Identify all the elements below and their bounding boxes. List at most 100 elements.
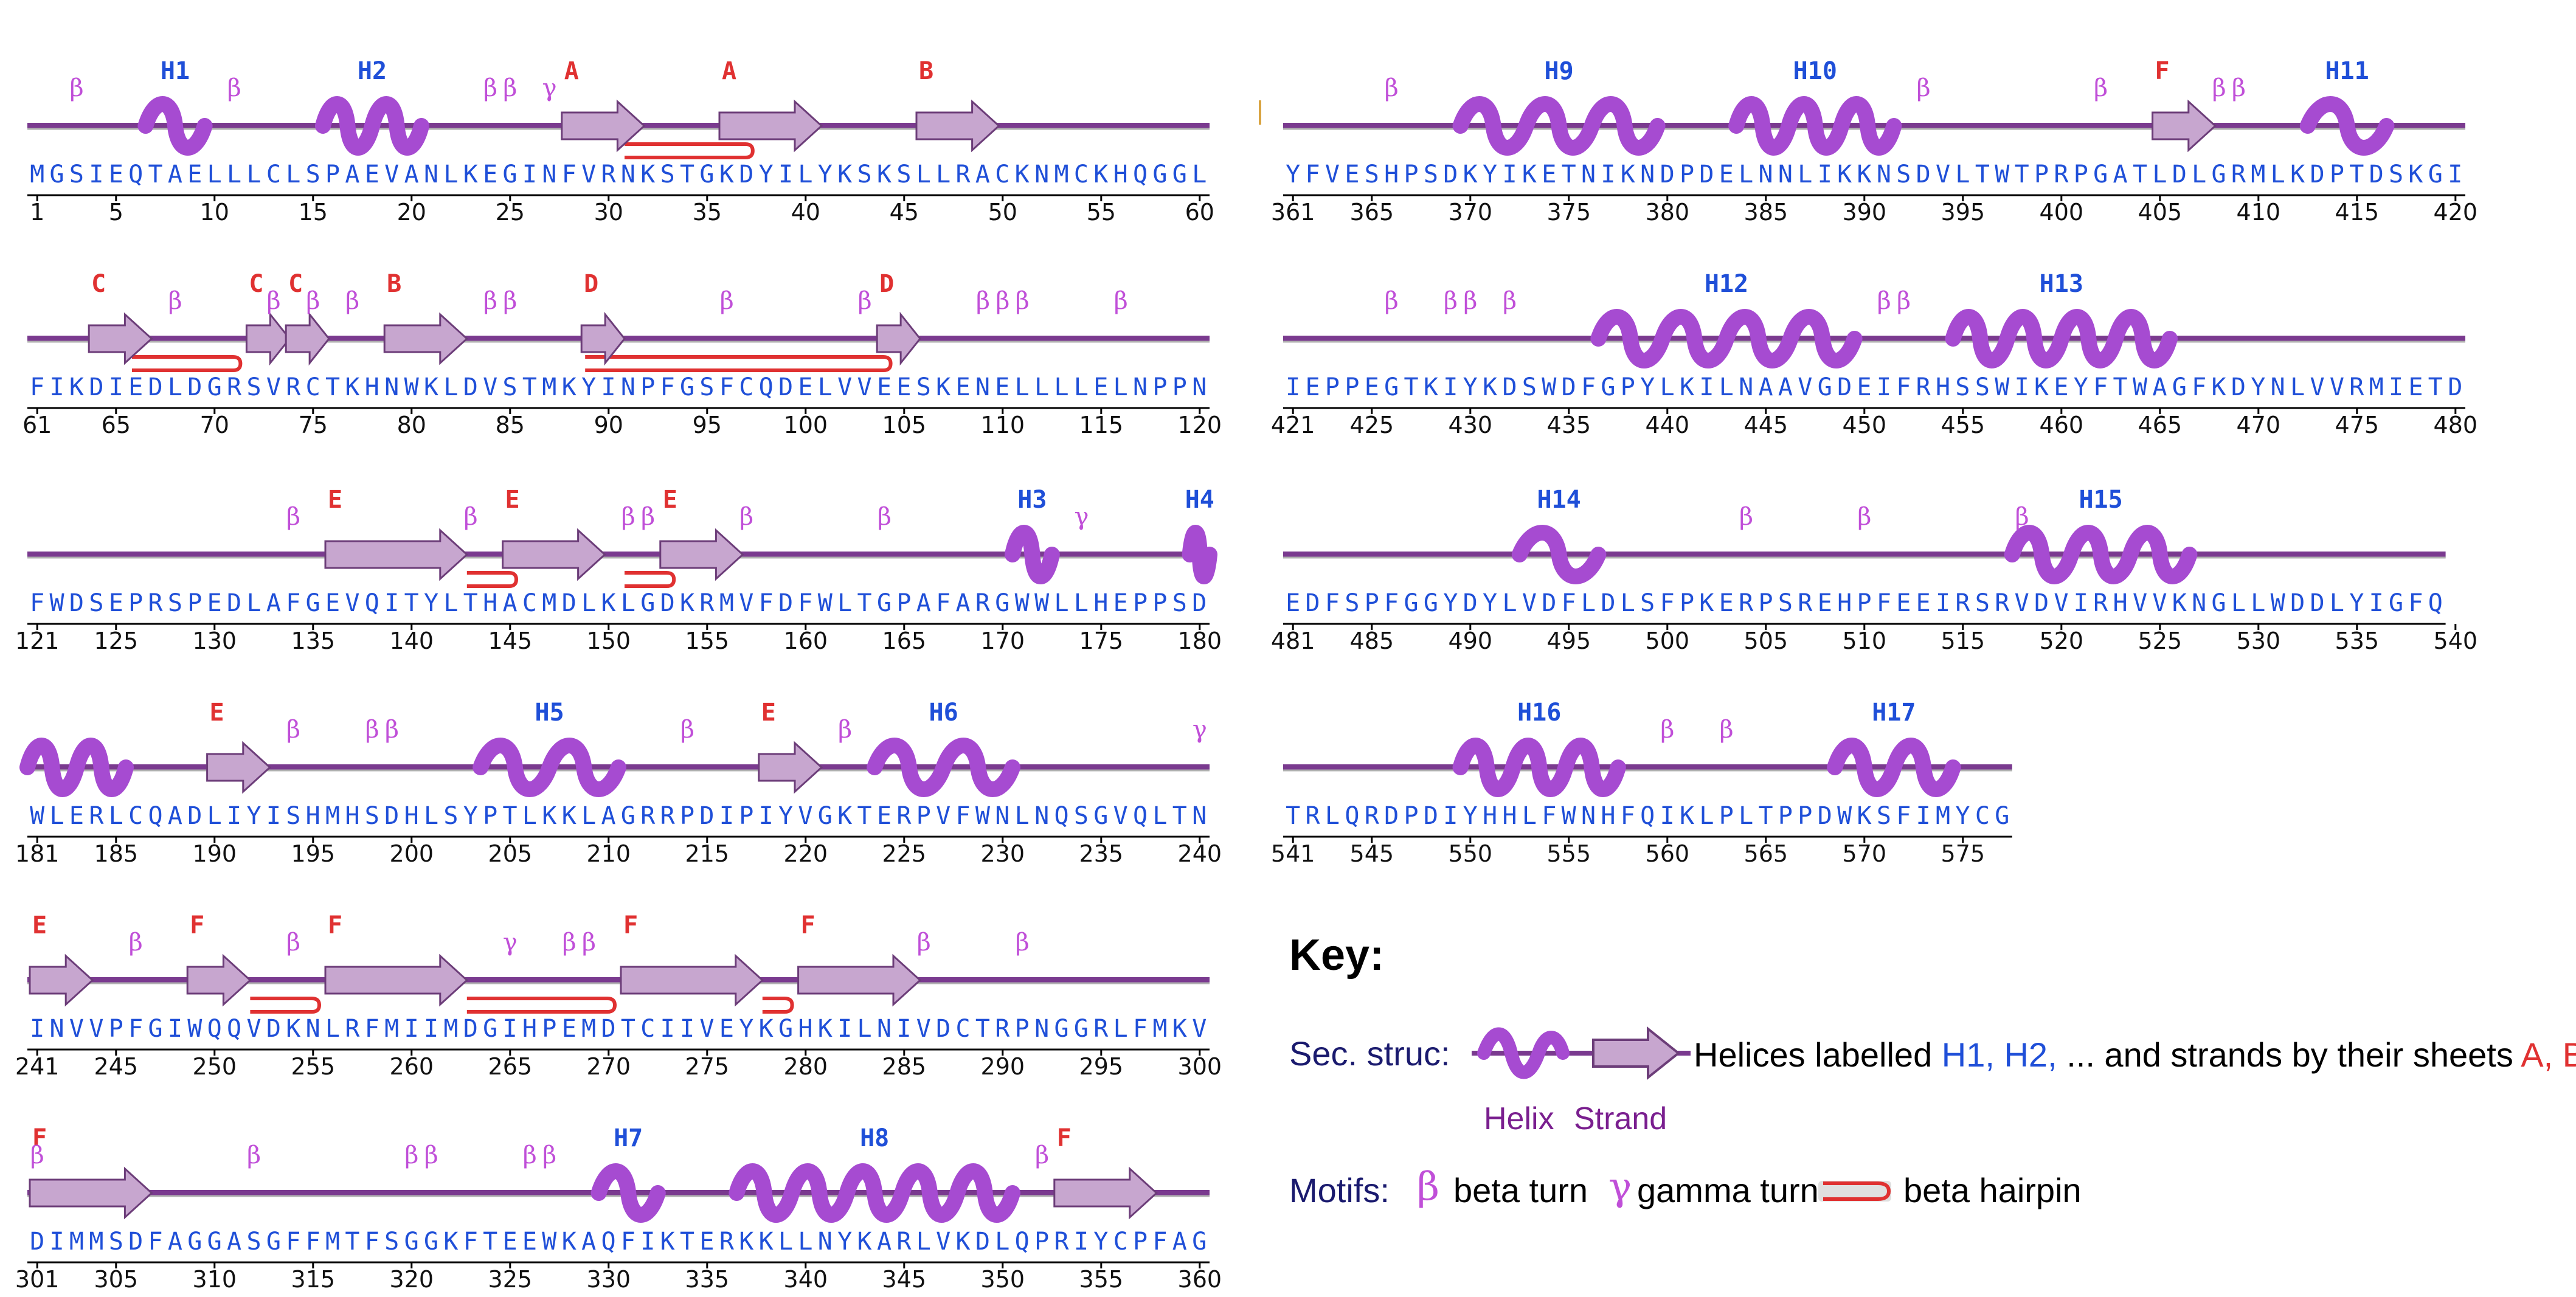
residue: H bbox=[305, 802, 320, 830]
strand-arrow bbox=[876, 311, 921, 366]
residue: G bbox=[207, 1228, 222, 1256]
residue: L bbox=[1014, 802, 1030, 830]
residue-number: 135 bbox=[291, 628, 336, 654]
residue: R bbox=[1739, 589, 1754, 617]
residue-number: 325 bbox=[488, 1266, 533, 1293]
residue: P bbox=[128, 589, 144, 617]
residue: N bbox=[876, 1015, 892, 1043]
residue-number: 345 bbox=[882, 1266, 927, 1293]
residue-number: 85 bbox=[495, 412, 525, 438]
residue: I bbox=[89, 161, 104, 188]
helix-label: H6 bbox=[929, 699, 958, 727]
residue: A bbox=[876, 1228, 892, 1256]
residue-number: 65 bbox=[101, 412, 131, 438]
residue: F bbox=[1896, 373, 1911, 401]
residue: F bbox=[719, 373, 734, 401]
residue: F bbox=[1384, 589, 1399, 617]
residue: N bbox=[1876, 161, 1891, 188]
residue: L bbox=[443, 589, 459, 617]
residue: D bbox=[561, 589, 576, 617]
residue: M bbox=[542, 373, 557, 401]
residue: Q bbox=[364, 589, 379, 617]
residue: S bbox=[1955, 373, 1970, 401]
residue: I bbox=[2389, 373, 2404, 401]
residue: V bbox=[483, 373, 498, 401]
residue: S bbox=[89, 589, 104, 617]
residue: N bbox=[1758, 161, 1773, 188]
residue: D bbox=[1305, 589, 1320, 617]
residue-number: 25 bbox=[495, 199, 525, 226]
residue: D bbox=[1423, 802, 1438, 830]
residue: V bbox=[2152, 589, 2167, 617]
residue: E bbox=[108, 161, 123, 188]
residue: L bbox=[325, 1015, 341, 1043]
residue-number: 280 bbox=[783, 1053, 828, 1080]
residue: H bbox=[2113, 589, 2128, 617]
strand-arrow bbox=[659, 528, 744, 581]
residue: G bbox=[1601, 373, 1616, 401]
residue: Q bbox=[1640, 802, 1655, 830]
residue: I bbox=[640, 1228, 656, 1256]
residue: F bbox=[1152, 1228, 1168, 1256]
residue: V bbox=[2014, 589, 2029, 617]
residue-number: 255 bbox=[291, 1053, 336, 1080]
residue: C bbox=[128, 802, 144, 830]
residue: S bbox=[69, 161, 85, 188]
residue: P bbox=[2073, 161, 2088, 188]
residue: G bbox=[207, 373, 222, 401]
residue: N bbox=[1192, 802, 1207, 830]
beta-turn-mark: β bbox=[365, 716, 379, 744]
residue: Q bbox=[758, 373, 774, 401]
residue: A bbox=[266, 589, 281, 617]
residue: C bbox=[1113, 1228, 1128, 1256]
residue: P bbox=[2329, 161, 2344, 188]
sheet-label: F bbox=[800, 911, 815, 939]
residue: G bbox=[1192, 1228, 1207, 1256]
residue: Q bbox=[601, 1228, 616, 1256]
structure-track bbox=[27, 96, 1210, 201]
residue: T bbox=[680, 161, 695, 188]
residue: K bbox=[758, 1015, 774, 1043]
residue: K bbox=[2408, 161, 2423, 188]
residue: E bbox=[1817, 589, 1832, 617]
residue: N bbox=[1034, 1015, 1050, 1043]
residue: D bbox=[1542, 589, 1557, 617]
residue: D bbox=[1443, 161, 1458, 188]
helix-coil bbox=[19, 738, 134, 797]
residue: D bbox=[2310, 161, 2325, 188]
residue: E bbox=[1916, 589, 1931, 617]
residue: F bbox=[758, 589, 774, 617]
residue: K bbox=[758, 1228, 774, 1256]
secstruc-text-sheets: A, B, bbox=[2521, 1036, 2576, 1074]
residue: I bbox=[1936, 589, 1951, 617]
sequence-block: H14 H15 β β β E D F S P F G G Y D Y L V D F L D L S F P K E R P S R E H P F… bbox=[1271, 488, 2477, 657]
gamma-turn-mark: γ bbox=[542, 74, 557, 102]
residue: S bbox=[699, 373, 715, 401]
beta-turn-mark: β bbox=[168, 287, 182, 315]
residue: I bbox=[719, 802, 734, 830]
residue-number: 355 bbox=[1079, 1266, 1124, 1293]
beta-turn-mark: β bbox=[877, 503, 892, 531]
residue: W bbox=[1995, 373, 2010, 401]
residue-number: 435 bbox=[1546, 412, 1591, 438]
residue: V bbox=[936, 802, 951, 830]
residue: D bbox=[1699, 161, 1714, 188]
residue: P bbox=[1719, 802, 1734, 830]
residue: H bbox=[1093, 589, 1109, 617]
residue: D bbox=[187, 373, 203, 401]
residue: G bbox=[640, 589, 656, 617]
residue: L bbox=[443, 373, 459, 401]
residue-number: 165 bbox=[882, 628, 927, 654]
residue: I bbox=[1443, 802, 1458, 830]
beta-turn-mark: β bbox=[641, 503, 656, 531]
residue: A bbox=[955, 589, 971, 617]
beta-turn-mark: β bbox=[995, 287, 1010, 315]
helix-label: H4 bbox=[1185, 486, 1214, 514]
residue: L bbox=[798, 161, 813, 188]
beta-turn-mark: β bbox=[1443, 287, 1458, 315]
residue: F bbox=[128, 1015, 144, 1043]
